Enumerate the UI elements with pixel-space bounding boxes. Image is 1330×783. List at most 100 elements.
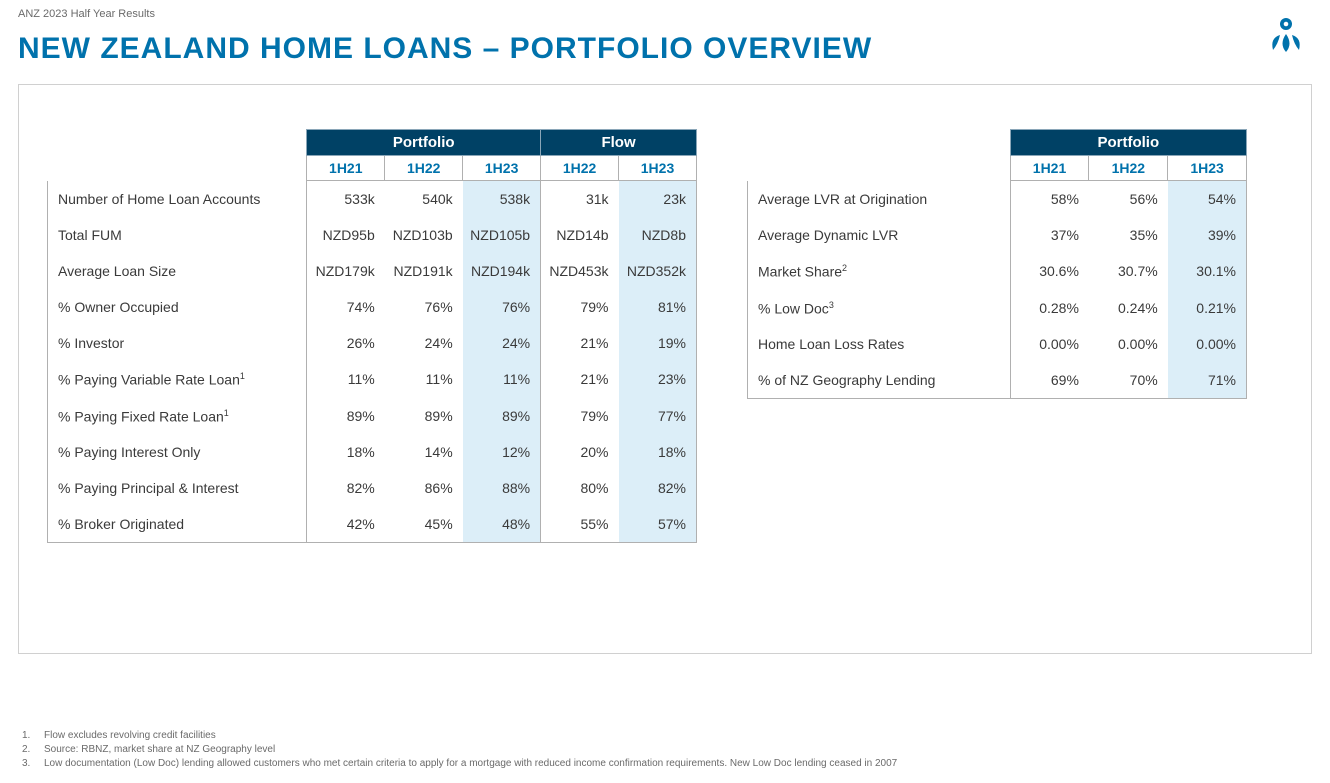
row-value: 21% (541, 361, 619, 398)
row-value: 30.6% (1010, 253, 1089, 290)
table-row: % Low Doc30.28%0.24%0.21% (748, 290, 1247, 327)
row-label: % Paying Variable Rate Loan1 (48, 361, 307, 398)
row-value: 58% (1010, 181, 1089, 218)
portfolio-secondary-table: Portfolio1H211H221H23Average LVR at Orig… (747, 129, 1247, 399)
row-value: 12% (463, 434, 541, 470)
row-value: 19% (619, 325, 697, 361)
row-value: 18% (307, 434, 385, 470)
row-value: 0.00% (1089, 326, 1168, 362)
row-value: 56% (1089, 181, 1168, 218)
row-value: 42% (307, 506, 385, 543)
row-value: 11% (463, 361, 541, 398)
row-value: NZD8b (619, 217, 697, 253)
footnote-item: 2.Source: RBNZ, market share at NZ Geogr… (22, 743, 1308, 757)
period-header: 1H23 (463, 156, 541, 181)
row-value: 23% (619, 361, 697, 398)
row-value: 89% (385, 398, 463, 435)
row-value: 57% (619, 506, 697, 543)
row-value: NZD453k (541, 253, 619, 289)
period-header: 1H23 (619, 156, 697, 181)
table-row: % Broker Originated42%45%48%55%57% (48, 506, 697, 543)
row-label: Average Loan Size (48, 253, 307, 289)
row-value: 0.00% (1168, 326, 1247, 362)
footnote-number: 2. (22, 743, 44, 757)
footnote-item: 3.Low documentation (Low Doc) lending al… (22, 757, 1308, 771)
row-value: 79% (541, 289, 619, 325)
footnote-number: 1. (22, 729, 44, 743)
row-value: 0.21% (1168, 290, 1247, 327)
column-group-header: Portfolio (1010, 130, 1246, 156)
table-row: % Paying Fixed Rate Loan189%89%89%79%77% (48, 398, 697, 435)
row-value: 35% (1089, 217, 1168, 253)
row-label: Average LVR at Origination (748, 181, 1011, 218)
footnote-number: 3. (22, 757, 44, 771)
row-label: % Low Doc3 (748, 290, 1011, 327)
footnotes: 1.Flow excludes revolving credit facilit… (22, 729, 1308, 771)
row-value: 11% (307, 361, 385, 398)
row-value: 0.28% (1010, 290, 1089, 327)
period-header: 1H23 (1168, 156, 1247, 181)
row-value: 82% (619, 470, 697, 506)
row-label: % of NZ Geography Lending (748, 362, 1011, 399)
table-row: Number of Home Loan Accounts533k540k538k… (48, 181, 697, 218)
period-header: 1H22 (385, 156, 463, 181)
row-label: Total FUM (48, 217, 307, 253)
table-row: Average Loan SizeNZD179kNZD191kNZD194kNZ… (48, 253, 697, 289)
row-value: 82% (307, 470, 385, 506)
row-value: 88% (463, 470, 541, 506)
table-row: Home Loan Loss Rates0.00%0.00%0.00% (748, 326, 1247, 362)
row-label: Home Loan Loss Rates (748, 326, 1011, 362)
row-value: 23k (619, 181, 697, 218)
row-label: % Broker Originated (48, 506, 307, 543)
row-value: 81% (619, 289, 697, 325)
row-label: Number of Home Loan Accounts (48, 181, 307, 218)
table-row: % Paying Variable Rate Loan111%11%11%21%… (48, 361, 697, 398)
row-value: 0.24% (1089, 290, 1168, 327)
row-value: 21% (541, 325, 619, 361)
footnote-list: 1.Flow excludes revolving credit facilit… (22, 729, 1308, 771)
row-value: 538k (463, 181, 541, 218)
row-value: 55% (541, 506, 619, 543)
table-row: % Owner Occupied74%76%76%79%81% (48, 289, 697, 325)
row-value: 54% (1168, 181, 1247, 218)
table-row: Market Share230.6%30.7%30.1% (748, 253, 1247, 290)
period-header: 1H22 (541, 156, 619, 181)
row-value: 540k (385, 181, 463, 218)
row-value: 70% (1089, 362, 1168, 399)
table-row: % of NZ Geography Lending69%70%71% (748, 362, 1247, 399)
row-label: % Paying Principal & Interest (48, 470, 307, 506)
report-name: ANZ 2023 Half Year Results (0, 0, 1330, 24)
row-value: 76% (463, 289, 541, 325)
row-value: 24% (385, 325, 463, 361)
row-label: % Paying Interest Only (48, 434, 307, 470)
row-value: NZD191k (385, 253, 463, 289)
row-value: 39% (1168, 217, 1247, 253)
row-value: 89% (307, 398, 385, 435)
table-row: Average LVR at Origination58%56%54% (748, 181, 1247, 218)
row-value: 77% (619, 398, 697, 435)
table-row: % Investor26%24%24%21%19% (48, 325, 697, 361)
page-title: NEW ZEALAND HOME LOANS – PORTFOLIO OVERV… (0, 24, 1330, 84)
anz-logo-icon (1264, 16, 1308, 54)
footnote-text: Flow excludes revolving credit facilitie… (44, 729, 216, 743)
row-value: 30.7% (1089, 253, 1168, 290)
row-value: NZD179k (307, 253, 385, 289)
table-row: % Paying Principal & Interest82%86%88%80… (48, 470, 697, 506)
row-value: 71% (1168, 362, 1247, 399)
row-value: 79% (541, 398, 619, 435)
row-value: 26% (307, 325, 385, 361)
footnote-text: Low documentation (Low Doc) lending allo… (44, 757, 897, 771)
table-row: Total FUMNZD95bNZD103bNZD105bNZD14bNZD8b (48, 217, 697, 253)
footnote-text: Source: RBNZ, market share at NZ Geograp… (44, 743, 275, 757)
row-value: 86% (385, 470, 463, 506)
period-header: 1H22 (1089, 156, 1168, 181)
row-value: 30.1% (1168, 253, 1247, 290)
portfolio-flow-table: PortfolioFlow1H211H221H231H221H23Number … (47, 129, 697, 543)
row-value: NZD95b (307, 217, 385, 253)
row-value: 69% (1010, 362, 1089, 399)
row-label: Market Share2 (748, 253, 1011, 290)
row-value: 533k (307, 181, 385, 218)
row-value: NZD194k (463, 253, 541, 289)
content-frame: PortfolioFlow1H211H221H231H221H23Number … (18, 84, 1312, 654)
row-value: NZD103b (385, 217, 463, 253)
